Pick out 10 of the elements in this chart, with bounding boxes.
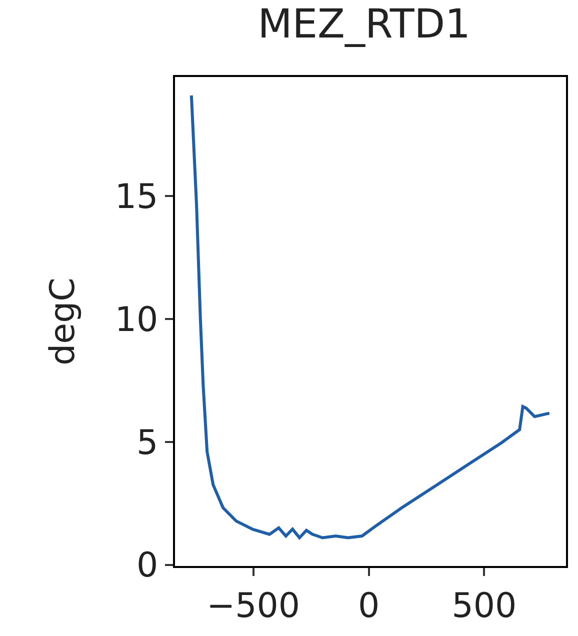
y-tick-label: 0 <box>136 546 158 586</box>
chart-title: MEZ_RTD1 <box>258 2 471 48</box>
y-tick-label: 10 <box>114 300 158 340</box>
y-tick-label: 5 <box>136 422 158 463</box>
x-tick-label: −500 <box>206 586 300 626</box>
line-series <box>190 94 551 540</box>
y-tick-label: 15 <box>114 177 158 218</box>
x-tick-label: 500 <box>452 586 517 626</box>
y-axis-title: degC <box>43 278 84 366</box>
x-tick-label: 0 <box>358 586 380 626</box>
